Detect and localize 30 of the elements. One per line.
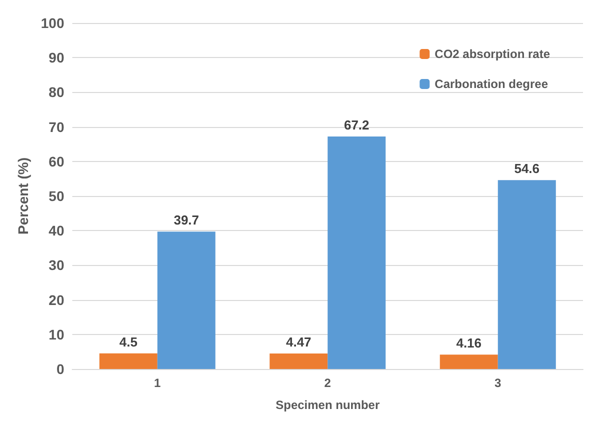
bar xyxy=(498,180,556,369)
y-tick-label: 20 xyxy=(48,292,64,308)
y-tick-label: 90 xyxy=(48,50,64,66)
legend-label: CO2 absorption rate xyxy=(434,47,550,61)
y-tick-label: 60 xyxy=(48,153,64,170)
x-tick-label: 1 xyxy=(154,376,162,390)
x-tick-label: 2 xyxy=(324,376,332,390)
y-tick-label: 30 xyxy=(48,257,64,274)
x-tick-label: 3 xyxy=(494,376,502,390)
y-tick-label: 70 xyxy=(48,118,64,135)
bar xyxy=(328,136,386,369)
y-tick-label: 100 xyxy=(40,15,64,31)
data-label: 54.6 xyxy=(514,161,540,176)
x-axis-title: Specimen number xyxy=(276,398,380,412)
y-tick-label: 40 xyxy=(48,222,64,239)
data-label: 4.16 xyxy=(456,336,482,351)
y-tick-label: 0 xyxy=(56,361,64,377)
data-label: 4.47 xyxy=(286,334,312,350)
bar xyxy=(440,354,498,369)
y-axis-title: Percent (%) xyxy=(15,157,31,235)
bar xyxy=(157,232,216,369)
data-label: 4.5 xyxy=(119,334,138,350)
bar xyxy=(270,354,328,369)
bar xyxy=(99,353,158,369)
y-tick-label: 50 xyxy=(48,188,64,204)
y-tick-label: 10 xyxy=(48,326,64,342)
legend-label: Carbonation degree xyxy=(434,77,548,91)
data-label: 67.2 xyxy=(344,117,370,132)
data-label: 39.7 xyxy=(174,212,200,228)
y-tick-label: 80 xyxy=(48,84,64,100)
